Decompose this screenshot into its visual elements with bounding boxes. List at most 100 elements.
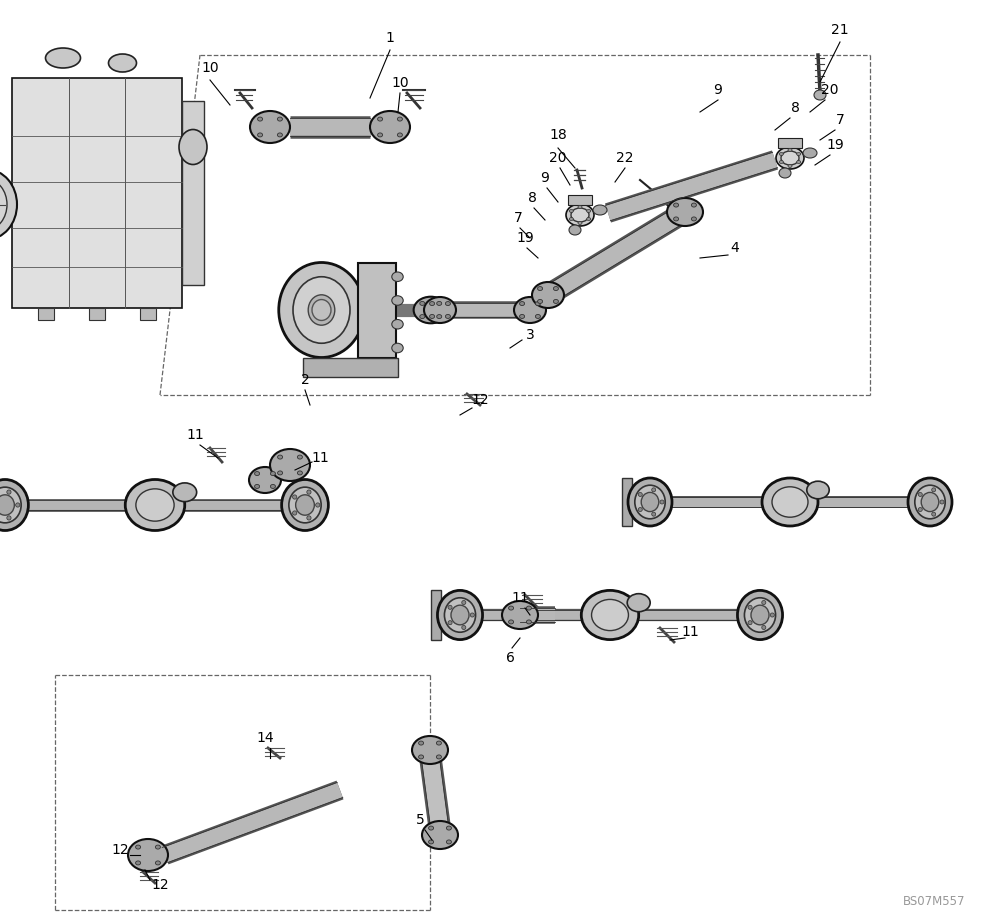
Ellipse shape	[277, 133, 282, 137]
Ellipse shape	[797, 152, 801, 155]
Ellipse shape	[581, 590, 639, 639]
Ellipse shape	[0, 487, 21, 523]
Ellipse shape	[419, 755, 424, 759]
Ellipse shape	[270, 484, 275, 489]
Ellipse shape	[807, 481, 829, 499]
Ellipse shape	[918, 492, 922, 496]
Ellipse shape	[437, 590, 483, 639]
Ellipse shape	[282, 480, 328, 530]
Bar	[38, 308, 54, 320]
Ellipse shape	[448, 605, 452, 609]
Ellipse shape	[803, 148, 817, 158]
Text: 1: 1	[386, 31, 394, 45]
Ellipse shape	[293, 511, 297, 515]
Ellipse shape	[414, 297, 448, 323]
Ellipse shape	[932, 512, 936, 517]
Ellipse shape	[136, 845, 141, 849]
Ellipse shape	[46, 48, 80, 68]
Ellipse shape	[419, 741, 424, 745]
Text: 14: 14	[256, 731, 274, 745]
Text: 22: 22	[616, 151, 634, 165]
Ellipse shape	[762, 601, 766, 604]
Ellipse shape	[587, 210, 591, 213]
Bar	[182, 101, 204, 285]
Ellipse shape	[932, 488, 936, 492]
Text: 12: 12	[111, 843, 129, 857]
Ellipse shape	[108, 54, 136, 72]
Ellipse shape	[779, 168, 791, 178]
Ellipse shape	[814, 90, 826, 100]
Ellipse shape	[296, 494, 314, 516]
Ellipse shape	[270, 449, 310, 481]
Ellipse shape	[470, 613, 474, 617]
Ellipse shape	[744, 598, 776, 632]
Text: 11: 11	[511, 591, 529, 605]
Ellipse shape	[422, 821, 458, 849]
Ellipse shape	[592, 600, 628, 630]
Ellipse shape	[412, 736, 448, 764]
Text: 9: 9	[714, 83, 722, 97]
Bar	[622, 478, 632, 526]
Ellipse shape	[940, 500, 944, 504]
Ellipse shape	[908, 478, 952, 526]
Text: 10: 10	[201, 61, 219, 75]
Bar	[568, 195, 592, 205]
Ellipse shape	[532, 282, 564, 308]
Ellipse shape	[520, 301, 525, 306]
Ellipse shape	[445, 314, 450, 319]
Text: 5: 5	[416, 813, 424, 827]
Ellipse shape	[691, 217, 696, 221]
Ellipse shape	[429, 826, 434, 830]
Ellipse shape	[737, 590, 783, 639]
Ellipse shape	[430, 314, 435, 319]
Ellipse shape	[392, 343, 403, 353]
Ellipse shape	[155, 861, 160, 865]
Ellipse shape	[446, 840, 451, 844]
Ellipse shape	[526, 620, 531, 624]
Ellipse shape	[638, 507, 642, 512]
Text: BS07M557: BS07M557	[902, 895, 965, 908]
Text: 18: 18	[549, 128, 567, 142]
Ellipse shape	[392, 296, 403, 305]
Ellipse shape	[446, 826, 451, 830]
Ellipse shape	[918, 507, 922, 512]
Ellipse shape	[0, 179, 7, 229]
Ellipse shape	[173, 483, 197, 502]
Ellipse shape	[436, 741, 441, 745]
Ellipse shape	[569, 217, 573, 221]
Ellipse shape	[660, 500, 664, 504]
Ellipse shape	[316, 503, 320, 507]
Ellipse shape	[751, 605, 769, 625]
Ellipse shape	[772, 487, 808, 517]
Ellipse shape	[788, 164, 792, 167]
Ellipse shape	[538, 286, 543, 290]
Ellipse shape	[571, 208, 589, 222]
Ellipse shape	[420, 301, 425, 306]
Text: 11: 11	[681, 625, 699, 639]
Bar	[358, 262, 396, 358]
Ellipse shape	[255, 471, 260, 476]
Text: 8: 8	[528, 191, 536, 205]
Text: 7: 7	[836, 113, 844, 127]
Ellipse shape	[462, 626, 466, 629]
Ellipse shape	[437, 301, 442, 306]
Ellipse shape	[0, 494, 14, 516]
Ellipse shape	[770, 613, 774, 617]
Ellipse shape	[312, 299, 331, 321]
Ellipse shape	[179, 129, 207, 164]
Ellipse shape	[535, 314, 540, 319]
Ellipse shape	[797, 161, 801, 164]
Ellipse shape	[430, 301, 435, 306]
Ellipse shape	[514, 297, 546, 323]
Ellipse shape	[370, 111, 410, 143]
Ellipse shape	[566, 204, 594, 226]
Text: 12: 12	[151, 878, 169, 892]
Ellipse shape	[462, 601, 466, 604]
Ellipse shape	[674, 203, 679, 207]
Text: 4: 4	[731, 241, 739, 255]
Ellipse shape	[641, 492, 659, 512]
Bar	[778, 138, 802, 148]
Ellipse shape	[279, 262, 364, 358]
Ellipse shape	[125, 480, 185, 530]
Ellipse shape	[578, 205, 582, 209]
